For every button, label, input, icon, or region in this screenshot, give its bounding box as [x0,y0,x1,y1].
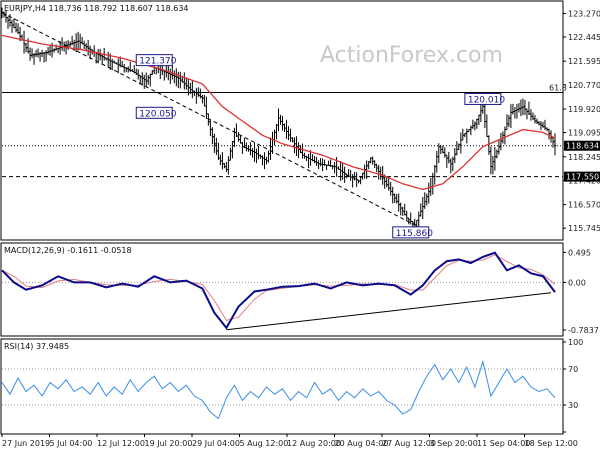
time-tick-label: 12 Jul 12:00 [97,439,145,448]
annotation-label: 121.370 [139,57,176,67]
macd-layer: 0.495 0.00 -0.7837 [1,248,599,335]
rsi-tick-label: 70 [568,365,578,374]
time-tick-label: 3 Sep 20:00 [430,439,478,448]
annotations: 121.370 120.050 120.010 115.860 [135,54,505,239]
price-tick-label: 115.745 [568,224,600,233]
price-tick-label: 121.595 [568,57,600,66]
time-tick-label: 27 Aug 12:00 [382,439,436,448]
time-tick-label: 19 Jul 20:00 [145,439,193,448]
price-tag-box [564,140,600,151]
time-tick-label: 11 Sep 04:00 [477,439,530,448]
time-tick-label: 5 Aug 12:00 [240,439,289,448]
annotation-box [464,92,502,105]
time-axis: 27 Jun 2019 5 Jul 04:00 12 Jul 12:00 19 Jul… [1,434,578,448]
price-tick-label: 120.770 [568,81,600,90]
watermark-text: ActionForex.com [320,43,503,68]
macd-panel-frame [0,242,564,337]
price-tick-label: 119.095 [568,129,600,138]
price-tag-box [564,171,600,182]
chart-title: EURJPY,H4 118.736 118.792 118.607 118.63… [4,4,189,13]
rsi-title: RSI(14) 37.9485 [4,342,69,351]
price-tick-label: 123.270 [568,9,600,18]
rsi-layer: 100 70 30 [1,338,583,433]
rsi-panel-frame [0,338,564,435]
rsi-tick-label: 100 [568,338,583,347]
macd-title: MACD(12,26,9) -0.1611 -0.0518 [4,246,132,255]
price-tag-label: 118.634 [566,142,599,151]
annotation-label: 115.860 [396,229,433,239]
price-tick-label: 119.920 [568,105,600,114]
rsi-tick-label: 30 [568,401,578,410]
time-tick-label: 29 Jul 04:00 [192,439,240,448]
macd-trend-line [226,292,552,331]
horizontal-levels: 61.8 [2,83,567,178]
time-tick-label: 27 Jun 2019 [2,439,50,448]
rsi-line [1,359,556,420]
macd-tick-label: -0.7837 [568,326,599,335]
annotation-box [392,226,430,239]
time-tick-label: 5 Jul 04:00 [50,439,93,448]
annotation-box [135,106,173,119]
price-tag-label: 117.550 [566,173,599,182]
macd-tick-label: 0.495 [568,248,591,257]
macd-line [1,251,556,330]
price-tags: 118.634 117.550 [564,140,600,182]
macd-tick-label: 0.00 [568,278,586,287]
annotation-box [135,54,173,67]
time-tick-label: 18 Sep 12:00 [525,439,578,448]
annotation-label: 120.050 [139,109,176,119]
time-tick-label: 12 Aug 20:00 [287,439,341,448]
annotation-label: 120.010 [468,95,505,105]
price-tick-label: 118.245 [568,153,600,162]
price-tick-label: 122.445 [568,33,600,42]
time-tick-label: 20 Aug 04:00 [335,439,389,448]
price-tick-label: 116.570 [568,201,600,210]
fib-level-label: 61.8 [549,83,567,92]
price-panel-frame [0,0,564,241]
